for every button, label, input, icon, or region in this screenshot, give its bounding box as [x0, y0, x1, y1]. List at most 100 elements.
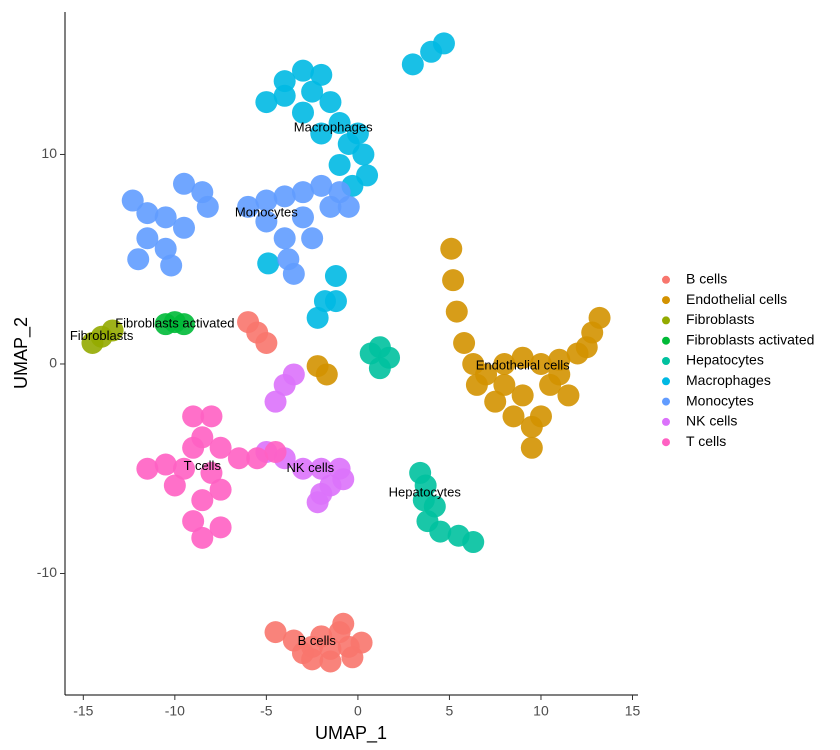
point: [255, 332, 278, 355]
cluster-label: Monocytes: [235, 205, 298, 220]
x-tick-label: 15: [625, 703, 641, 719]
point: [306, 491, 329, 514]
point: [352, 143, 375, 166]
point: [273, 185, 296, 208]
point: [172, 216, 195, 239]
cluster-label: Fibroblasts: [70, 328, 134, 343]
point: [310, 625, 333, 648]
x-tick-label: 0: [354, 703, 362, 719]
point: [337, 195, 360, 218]
point: [511, 384, 534, 407]
point: [191, 526, 214, 549]
point: [301, 648, 324, 671]
point: [255, 91, 278, 114]
legend-label: NK cells: [686, 413, 737, 429]
point: [291, 457, 314, 480]
point: [346, 122, 369, 145]
cluster-label: Fibroblasts activated: [115, 316, 234, 331]
point: [154, 237, 177, 260]
point: [255, 210, 278, 233]
legend-swatch: [662, 438, 670, 447]
point: [301, 80, 324, 103]
point: [557, 384, 580, 407]
point: [121, 189, 144, 212]
point: [160, 254, 183, 277]
point: [172, 457, 195, 480]
point: [196, 195, 219, 218]
point: [445, 300, 468, 323]
point: [182, 510, 205, 533]
point: [136, 202, 159, 225]
point: [301, 227, 324, 250]
point: [209, 478, 232, 501]
point: [291, 101, 314, 124]
point: [511, 346, 534, 369]
y-tick-label: 10: [41, 145, 57, 161]
cluster-label: Endothelial cells: [476, 358, 570, 373]
x-tick-label: -5: [260, 703, 273, 719]
legend-label: Monocytes: [686, 392, 754, 408]
point: [291, 181, 314, 204]
point: [319, 195, 342, 218]
point: [529, 405, 552, 428]
cluster-label: NK cells: [286, 460, 334, 475]
legend-swatch: [662, 417, 670, 426]
point: [429, 520, 452, 543]
cluster-label: Macrophages: [294, 120, 373, 135]
cluster-label: B cells: [298, 633, 337, 648]
point: [310, 122, 333, 145]
point: [440, 237, 463, 260]
point: [315, 363, 338, 386]
legend-label: T cells: [686, 433, 726, 449]
point: [282, 262, 305, 285]
point: [465, 373, 488, 396]
point: [172, 172, 195, 195]
point: [453, 332, 476, 355]
x-tick-label: 5: [446, 703, 454, 719]
point: [209, 516, 232, 539]
point: [548, 348, 571, 371]
point: [332, 612, 355, 635]
legend-swatch: [662, 357, 670, 365]
point: [575, 336, 598, 359]
point: [182, 436, 205, 459]
legend-swatch: [662, 397, 670, 406]
point: [264, 440, 287, 463]
point: [291, 206, 314, 229]
y-tick-label: 0: [49, 355, 57, 371]
point: [255, 189, 278, 212]
legend-label: Fibroblasts activated: [686, 331, 814, 347]
cluster-label: T cells: [184, 458, 222, 473]
point: [493, 352, 516, 375]
point: [154, 206, 177, 229]
point: [493, 373, 516, 396]
legend-swatch: [662, 275, 670, 284]
point: [273, 227, 296, 250]
legend-swatch: [662, 296, 670, 305]
legend-label: Hepatocytes: [686, 352, 764, 368]
point: [502, 405, 525, 428]
x-axis-title: UMAP_1: [315, 723, 387, 744]
point: [172, 313, 195, 336]
x-tick-label: -15: [73, 703, 93, 719]
point: [227, 447, 250, 470]
point: [136, 227, 159, 250]
y-axis-title: UMAP_2: [11, 317, 32, 389]
point: [310, 457, 333, 480]
point: [324, 264, 347, 287]
point: [310, 63, 333, 86]
point: [163, 474, 186, 497]
point: [401, 53, 424, 76]
point: [237, 195, 260, 218]
point: [319, 91, 342, 114]
point: [414, 474, 437, 497]
legend-swatch: [662, 316, 670, 325]
point: [432, 32, 455, 55]
legend-label: Endothelial cells: [686, 291, 787, 307]
legend-swatch: [662, 336, 670, 345]
x-tick-label: -10: [165, 703, 185, 719]
point: [588, 306, 611, 329]
point: [442, 269, 465, 292]
point: [310, 174, 333, 197]
